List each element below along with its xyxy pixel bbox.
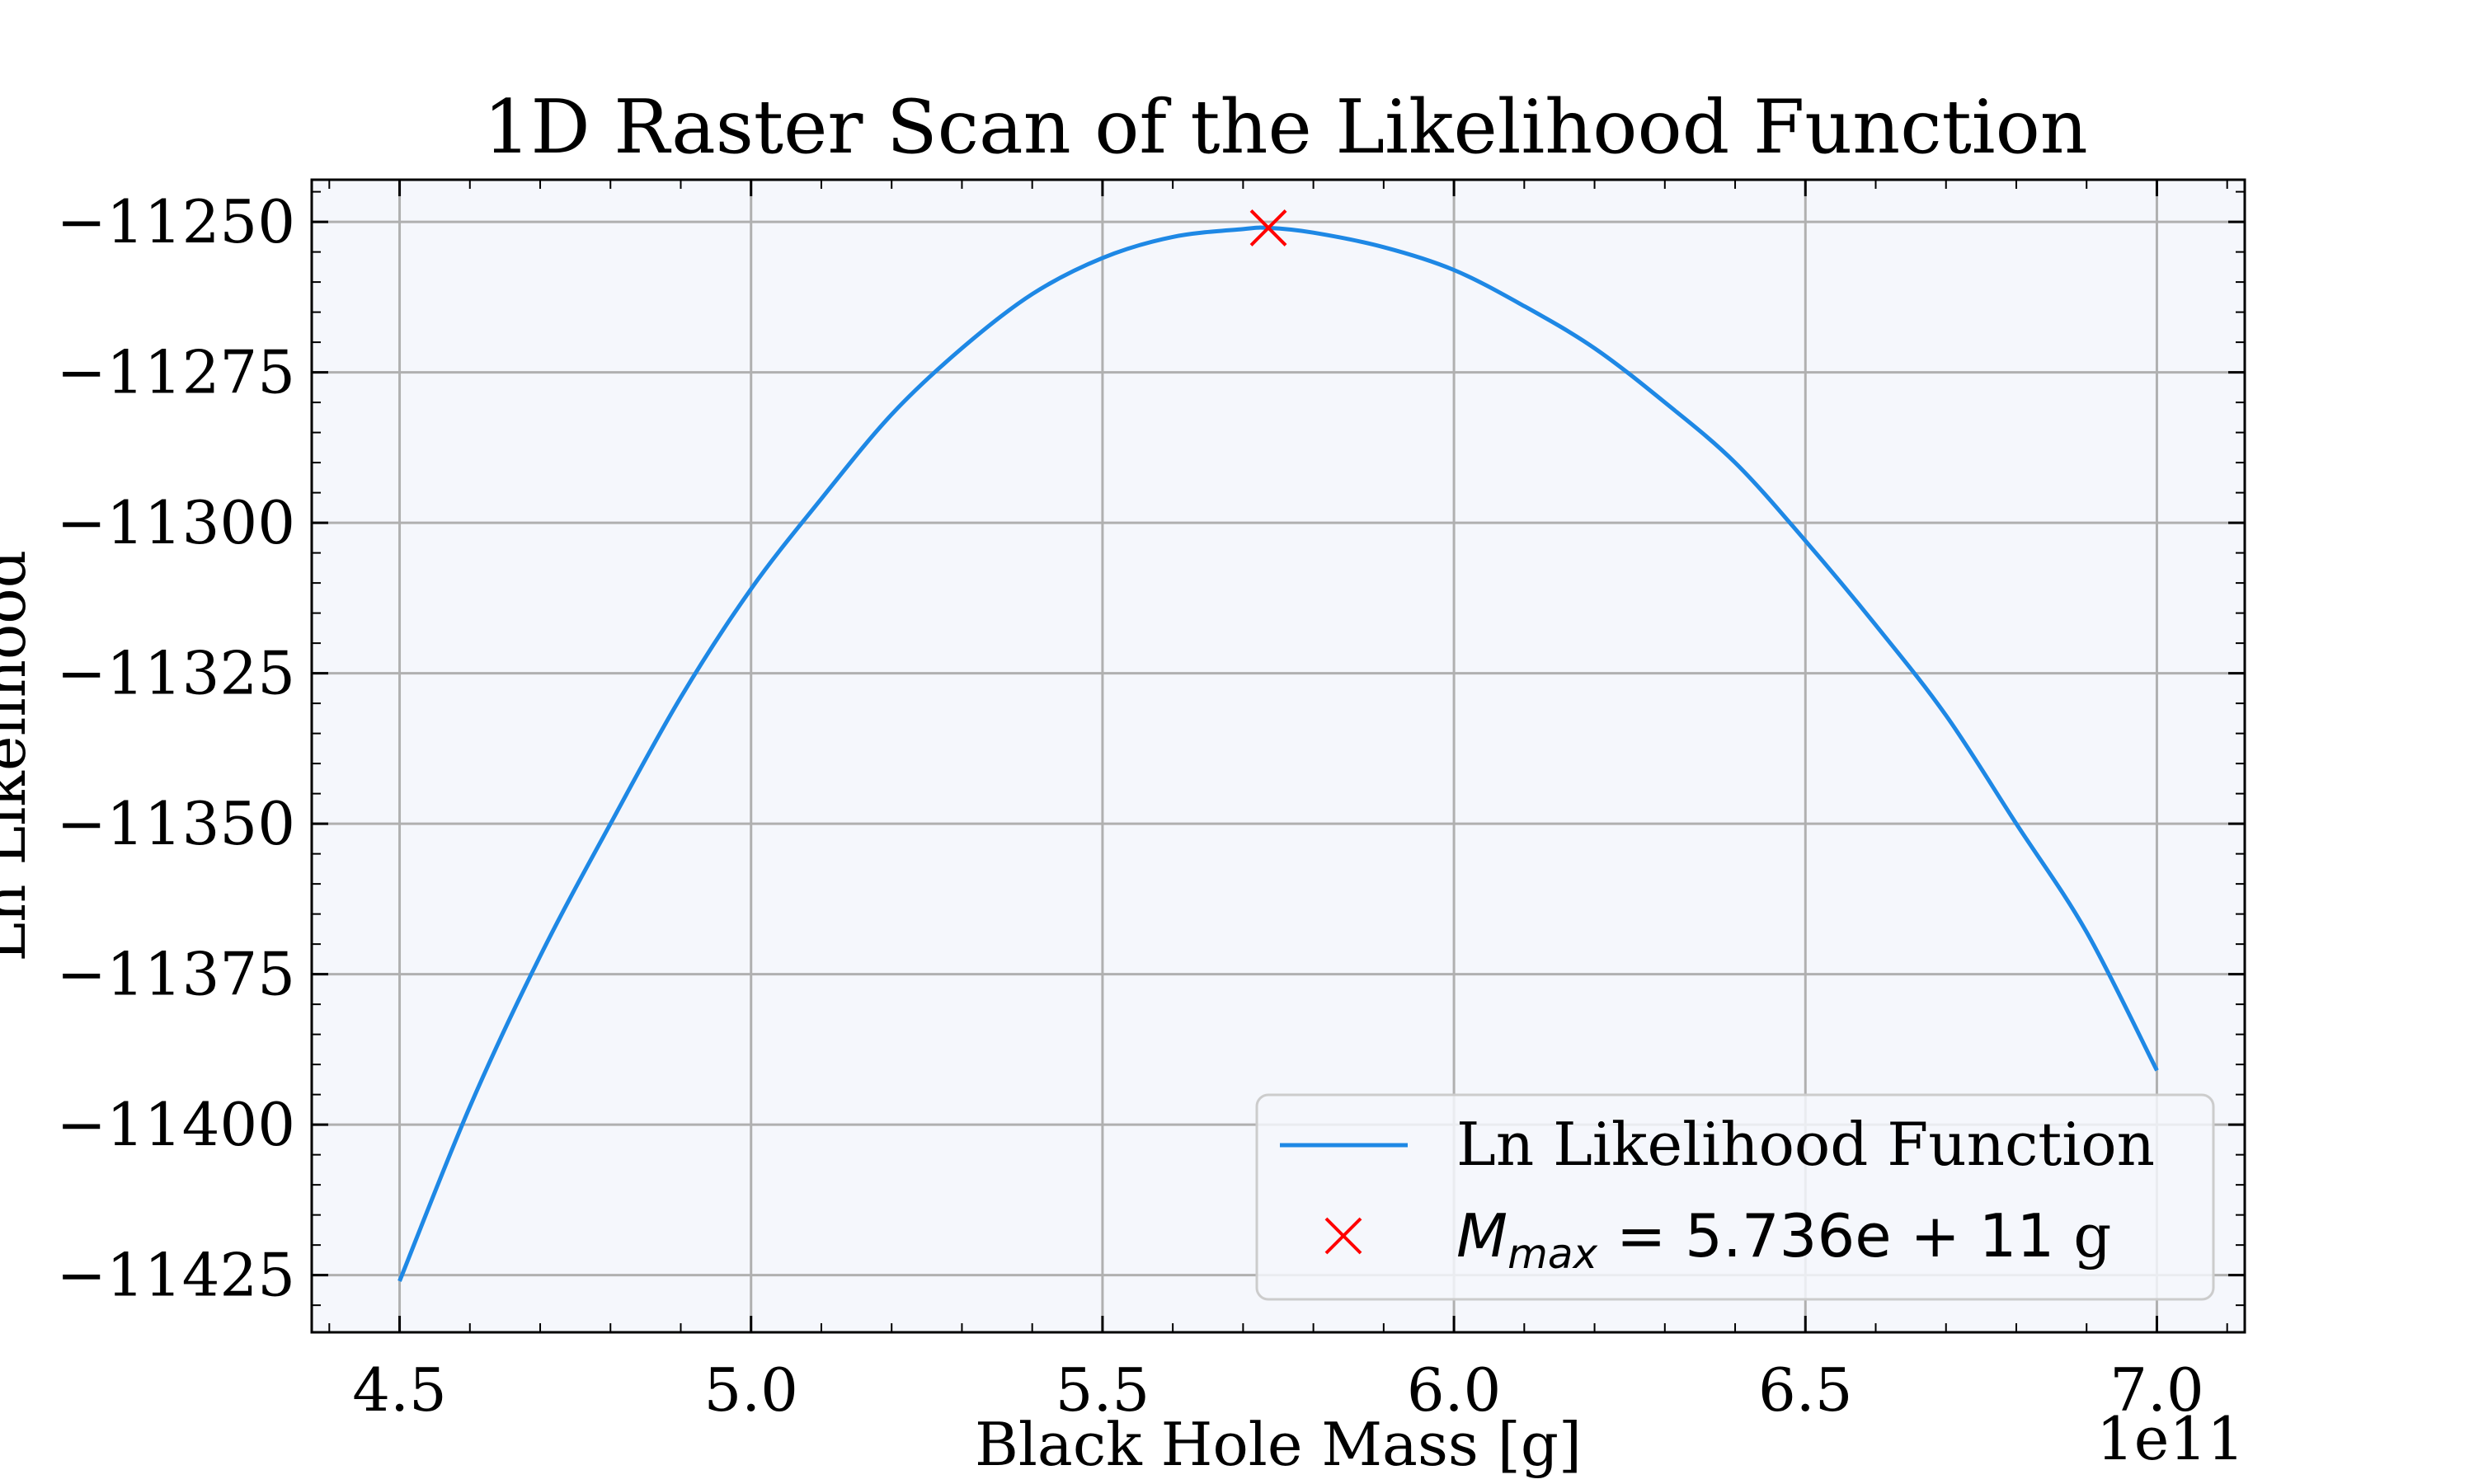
y-tick-label: −11250 (57, 187, 295, 256)
y-tick-label: −11425 (57, 1241, 295, 1310)
y-tick-label: −11375 (57, 940, 295, 1009)
max-marker (1249, 209, 1287, 247)
legend-label-mmax: Mmax = 5.736e + 11 g (1456, 1201, 2111, 1278)
x-tick-labels: 4.5 5.0 5.5 6.0 6.5 7.0 (352, 1355, 2204, 1425)
y-tick-label: −11350 (57, 789, 295, 858)
plot-frame (310, 178, 2246, 1334)
y-tick-label: −11325 (57, 639, 295, 708)
x-tick-label: 4.5 (352, 1355, 447, 1425)
x-tick-label: 6.0 (1407, 1355, 1502, 1425)
x-axis-label: Black Hole Mass [g] (975, 1410, 1582, 1479)
x-tick-label: 5.0 (703, 1355, 798, 1425)
legend-marker-swatch (1324, 1217, 1362, 1255)
y-tick-labels: −11250 −11275 −11300 −11325 −11350 −11375 −114… (57, 187, 295, 1310)
legend-label-ln-likelihood: Ln Likelihood Function (1456, 1110, 2155, 1179)
y-tick-label: −11300 (57, 488, 295, 557)
tick-marks (312, 180, 2245, 1332)
series-line-ln-likelihood (397, 225, 2159, 1282)
x-axis-offset-label: 1e11 (2096, 1404, 2245, 1473)
y-axis-label: Ln Likelihood (0, 550, 39, 961)
max-marker-stroke (1249, 209, 1287, 247)
chart-title: 1D Raster Scan of the Likelihood Functio… (483, 84, 2088, 171)
legend: Ln Likelihood Function Mmax = 5.736e + 1… (1255, 1093, 2215, 1301)
legend-box (1255, 1093, 2215, 1301)
y-tick-label: −11275 (57, 338, 295, 407)
x-tick-label: 7.0 (2109, 1355, 2204, 1425)
x-tick-label: 6.5 (1758, 1355, 1853, 1425)
y-tick-label: −11400 (57, 1090, 295, 1159)
x-tick-label: 5.5 (1056, 1355, 1150, 1425)
